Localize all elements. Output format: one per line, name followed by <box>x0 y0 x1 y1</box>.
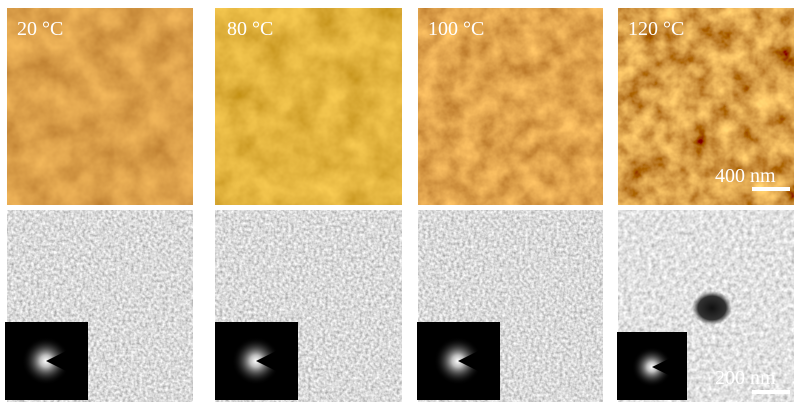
scale-bar <box>752 187 790 191</box>
scale-bar-label: 400 nm <box>715 165 776 187</box>
temperature-label: 100 °C <box>428 18 484 40</box>
temperature-label: 120 °C <box>628 18 684 40</box>
page: {"panels": [{"label": "20 °C"}, {"label"… <box>0 0 794 402</box>
figure: 20 °C 80 °C 100 °C 120 °C 400 nm 200 nm <box>0 0 794 402</box>
temperature-label: 80 °C <box>227 18 273 40</box>
diffraction-inset <box>5 322 88 400</box>
scale-bar <box>752 390 790 394</box>
temperature-label: 20 °C <box>17 18 63 40</box>
diffraction-inset <box>417 322 500 400</box>
diffraction-inset <box>215 322 298 400</box>
aggregate <box>692 291 732 325</box>
scale-bar-label: 200 nm <box>715 367 776 389</box>
diffraction-inset <box>617 332 687 400</box>
